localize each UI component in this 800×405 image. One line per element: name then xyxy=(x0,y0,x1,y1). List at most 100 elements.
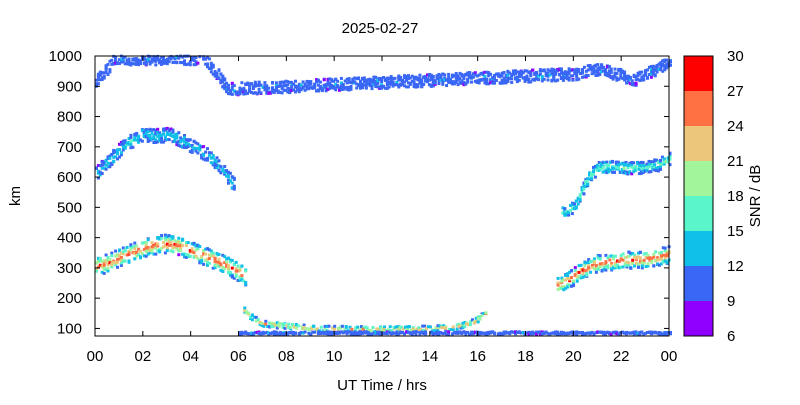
data-cell xyxy=(326,79,330,83)
data-cell xyxy=(281,325,285,329)
data-cell xyxy=(655,70,659,74)
data-cell xyxy=(385,76,389,80)
data-cell xyxy=(359,330,362,334)
data-cell xyxy=(637,163,641,167)
data-cell xyxy=(223,78,227,82)
data-cell xyxy=(626,171,630,175)
data-cell xyxy=(432,329,436,333)
data-cell xyxy=(347,86,351,90)
colorbar-tick-label: 21 xyxy=(727,153,744,170)
data-cell xyxy=(500,74,504,78)
data-cell xyxy=(592,261,596,265)
data-cell xyxy=(232,262,236,266)
data-cell xyxy=(427,74,431,78)
data-cell xyxy=(665,252,669,256)
data-cell xyxy=(656,262,660,266)
data-cell xyxy=(632,170,636,174)
data-cell xyxy=(397,332,401,336)
data-cell xyxy=(175,242,179,246)
data-cell xyxy=(280,84,284,88)
data-cell xyxy=(257,80,261,84)
data-cell xyxy=(230,81,234,85)
data-cell xyxy=(659,160,662,164)
data-cell xyxy=(665,58,669,62)
data-cell xyxy=(242,86,246,90)
data-cell xyxy=(529,331,533,335)
data-cell xyxy=(167,239,171,243)
data-cell xyxy=(361,331,364,335)
data-cell xyxy=(601,170,605,174)
data-cell xyxy=(600,63,604,67)
data-cell xyxy=(207,261,211,265)
data-cell xyxy=(649,67,653,71)
data-cell xyxy=(244,331,248,335)
data-cell xyxy=(160,59,164,63)
data-cell xyxy=(428,325,432,329)
data-cell xyxy=(139,138,142,142)
data-cell xyxy=(580,186,584,190)
data-cell xyxy=(125,245,129,249)
data-cell xyxy=(230,181,234,185)
data-cell xyxy=(230,186,234,190)
data-cell xyxy=(129,146,133,150)
data-cell xyxy=(594,331,598,335)
data-cell xyxy=(620,168,624,172)
data-cell xyxy=(571,283,575,287)
data-cell xyxy=(177,56,181,60)
data-cell xyxy=(424,79,428,83)
data-cell xyxy=(307,83,311,87)
data-cell xyxy=(334,331,338,335)
data-cell xyxy=(278,330,282,334)
data-cell xyxy=(659,251,663,254)
data-cell xyxy=(625,74,628,78)
data-cell xyxy=(315,78,318,82)
data-cell xyxy=(418,76,422,80)
data-cell xyxy=(177,248,181,252)
data-cell xyxy=(283,326,287,330)
data-cell xyxy=(498,75,502,79)
data-cell xyxy=(651,331,655,335)
data-cell xyxy=(181,138,185,142)
data-cell xyxy=(529,73,533,77)
data-cell xyxy=(108,68,112,72)
data-cell xyxy=(633,264,637,268)
data-cell xyxy=(179,244,183,247)
x-tick-label: 02 xyxy=(134,348,151,365)
data-cell xyxy=(483,74,487,78)
data-cell xyxy=(194,147,198,151)
data-cell xyxy=(586,64,590,68)
data-cell xyxy=(135,57,139,61)
data-cell xyxy=(148,251,152,255)
data-cell xyxy=(426,73,429,77)
plot-data-cells xyxy=(95,54,672,336)
data-cell xyxy=(119,60,123,64)
colorbar-tick-label: 6 xyxy=(727,328,735,345)
data-cell xyxy=(171,135,175,138)
data-cell xyxy=(146,58,150,62)
data-cell xyxy=(592,267,596,271)
data-cell xyxy=(207,154,211,158)
data-cell xyxy=(589,260,593,264)
data-cell xyxy=(96,176,100,180)
data-cell xyxy=(102,271,106,275)
data-cell xyxy=(447,330,451,334)
data-cell xyxy=(240,332,244,336)
data-cell xyxy=(622,162,626,166)
data-cell xyxy=(225,87,229,91)
data-cell xyxy=(423,328,427,332)
data-cell xyxy=(148,247,152,251)
data-cell xyxy=(133,138,137,142)
data-cell xyxy=(271,81,274,85)
y-tick-label: 100 xyxy=(57,320,82,337)
data-cell xyxy=(416,76,420,80)
data-cell xyxy=(429,75,433,79)
data-cell xyxy=(587,266,591,270)
data-cell xyxy=(538,332,542,336)
data-cell xyxy=(470,76,473,80)
data-cell xyxy=(206,257,209,261)
data-cell xyxy=(213,164,217,167)
data-cell xyxy=(258,320,262,324)
data-cell xyxy=(127,62,131,66)
data-cell xyxy=(204,258,208,262)
data-cell xyxy=(98,170,102,174)
